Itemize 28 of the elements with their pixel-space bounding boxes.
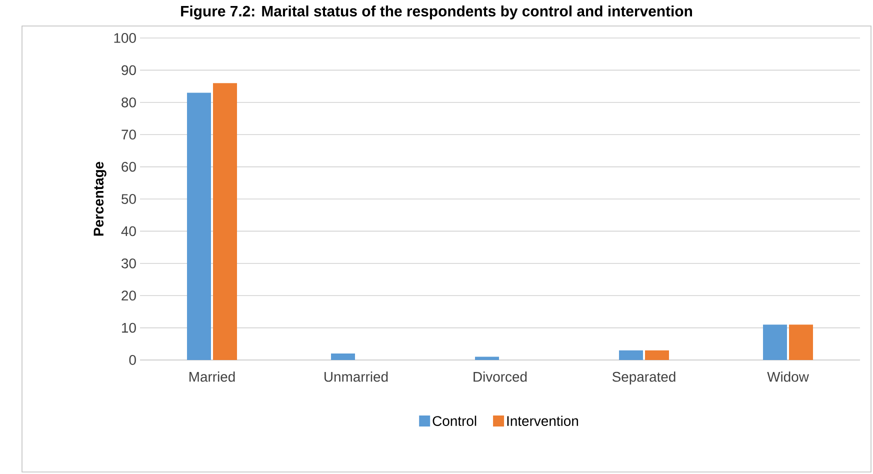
x-tick-label: Widow: [767, 372, 809, 382]
bar: [212, 83, 237, 360]
y-tick-label: 50: [122, 194, 136, 204]
bar: [619, 350, 644, 360]
y-tick-label: 80: [122, 97, 136, 108]
x-tick-label: Divorced: [474, 372, 527, 382]
bar: [187, 92, 212, 360]
x-tick-label: Married: [190, 372, 235, 382]
y-tick-label: 70: [122, 130, 136, 140]
y-tick-label: 20: [122, 290, 136, 301]
y-tick-label: 10: [122, 322, 136, 333]
bar: [475, 356, 500, 360]
bar: [789, 324, 813, 360]
x-tick-label: Unmarried: [324, 372, 388, 382]
y-tick-label: 40: [121, 226, 136, 236]
y-tick-label: 30: [122, 258, 136, 268]
legend-label: Control: [432, 416, 476, 426]
y-axis-title: Percentage: [94, 162, 106, 236]
chart-title: Figure 7.2: Marital status of the respondents by control and intervention: [181, 6, 692, 20]
y-tick-label: 100: [114, 33, 136, 43]
bar: [645, 350, 669, 360]
y-tick-label: 0: [129, 355, 136, 365]
bar: [763, 324, 788, 360]
y-tick-label: 60: [122, 162, 136, 172]
x-tick-label: Separated: [612, 372, 676, 385]
bar: [331, 354, 356, 360]
y-tick-label: 90: [122, 65, 136, 76]
legend-label: Intervention: [507, 416, 578, 426]
